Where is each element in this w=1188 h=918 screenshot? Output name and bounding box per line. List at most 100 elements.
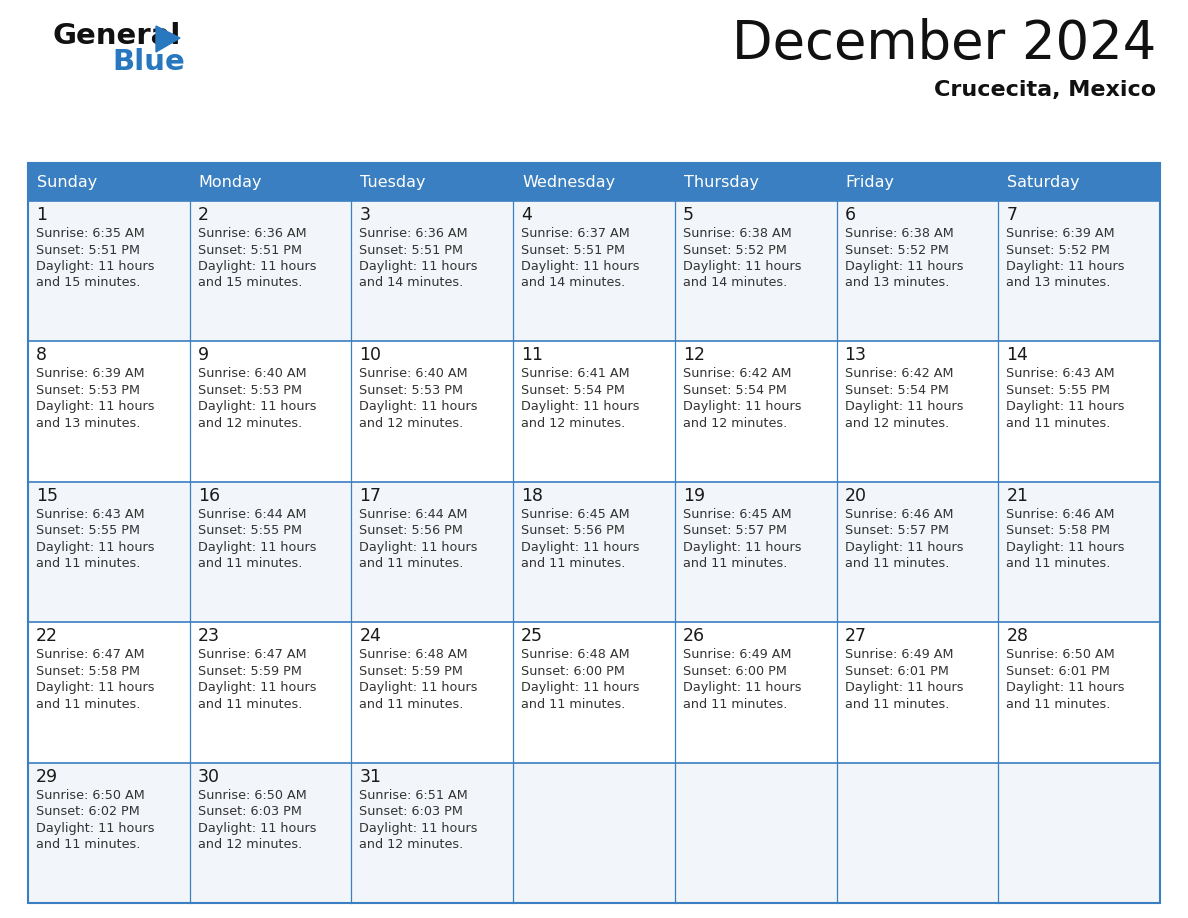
Text: Sunset: 5:53 PM: Sunset: 5:53 PM [36, 384, 140, 397]
Text: Sunset: 6:01 PM: Sunset: 6:01 PM [845, 665, 948, 677]
Text: 31: 31 [360, 767, 381, 786]
Text: Daylight: 11 hours: Daylight: 11 hours [36, 681, 154, 694]
Text: Sunset: 5:57 PM: Sunset: 5:57 PM [845, 524, 948, 537]
Text: 12: 12 [683, 346, 704, 364]
Bar [513, 163, 675, 201]
Text: Daylight: 11 hours: Daylight: 11 hours [197, 260, 316, 273]
Text: 8: 8 [36, 346, 48, 364]
Bar [190, 622, 352, 763]
Text: Daylight: 11 hours: Daylight: 11 hours [197, 400, 316, 413]
Text: Sunrise: 6:47 AM: Sunrise: 6:47 AM [197, 648, 307, 661]
Text: 19: 19 [683, 487, 704, 505]
Text: Sunset: 5:52 PM: Sunset: 5:52 PM [1006, 243, 1110, 256]
Text: Wednesday: Wednesday [523, 174, 615, 189]
Text: and 12 minutes.: and 12 minutes. [522, 417, 625, 430]
Text: Daylight: 11 hours: Daylight: 11 hours [1006, 260, 1125, 273]
Text: Daylight: 11 hours: Daylight: 11 hours [522, 541, 639, 554]
Text: and 14 minutes.: and 14 minutes. [683, 276, 788, 289]
Text: 28: 28 [1006, 627, 1029, 645]
Bar [998, 163, 1159, 201]
Text: Daylight: 11 hours: Daylight: 11 hours [360, 260, 478, 273]
Text: 29: 29 [36, 767, 58, 786]
Text: 26: 26 [683, 627, 704, 645]
Text: and 14 minutes.: and 14 minutes. [522, 276, 625, 289]
Bar [352, 763, 513, 903]
Text: 25: 25 [522, 627, 543, 645]
Text: 3: 3 [360, 206, 371, 224]
Text: Sunrise: 6:45 AM: Sunrise: 6:45 AM [522, 508, 630, 521]
Text: 11: 11 [522, 346, 543, 364]
Text: and 12 minutes.: and 12 minutes. [360, 417, 463, 430]
Text: Sunset: 5:53 PM: Sunset: 5:53 PM [360, 384, 463, 397]
Text: Sunset: 5:55 PM: Sunset: 5:55 PM [1006, 384, 1111, 397]
Text: and 11 minutes.: and 11 minutes. [845, 557, 949, 570]
Bar [836, 622, 998, 763]
Text: Sunset: 5:56 PM: Sunset: 5:56 PM [522, 524, 625, 537]
Text: Daylight: 11 hours: Daylight: 11 hours [1006, 541, 1125, 554]
Text: Sunrise: 6:39 AM: Sunrise: 6:39 AM [1006, 227, 1114, 240]
Text: Sunrise: 6:42 AM: Sunrise: 6:42 AM [845, 367, 953, 380]
Text: and 11 minutes.: and 11 minutes. [197, 557, 302, 570]
Text: Daylight: 11 hours: Daylight: 11 hours [522, 400, 639, 413]
Text: 4: 4 [522, 206, 532, 224]
Text: Daylight: 11 hours: Daylight: 11 hours [522, 681, 639, 694]
Text: Sunset: 5:59 PM: Sunset: 5:59 PM [197, 665, 302, 677]
Text: and 13 minutes.: and 13 minutes. [845, 276, 949, 289]
Bar [836, 201, 998, 341]
Text: and 11 minutes.: and 11 minutes. [845, 698, 949, 711]
Text: and 11 minutes.: and 11 minutes. [683, 557, 788, 570]
Text: Blue: Blue [112, 48, 185, 76]
Text: 7: 7 [1006, 206, 1017, 224]
Text: Sunrise: 6:51 AM: Sunrise: 6:51 AM [360, 789, 468, 801]
Text: and 11 minutes.: and 11 minutes. [360, 698, 463, 711]
Text: Sunrise: 6:46 AM: Sunrise: 6:46 AM [845, 508, 953, 521]
Text: and 12 minutes.: and 12 minutes. [360, 838, 463, 851]
Text: Sunset: 5:52 PM: Sunset: 5:52 PM [683, 243, 786, 256]
Bar [352, 201, 513, 341]
Bar [29, 163, 190, 201]
Bar [675, 622, 836, 763]
Text: 21: 21 [1006, 487, 1029, 505]
Bar [190, 482, 352, 622]
Text: Daylight: 11 hours: Daylight: 11 hours [683, 681, 802, 694]
Text: 16: 16 [197, 487, 220, 505]
Text: Sunrise: 6:37 AM: Sunrise: 6:37 AM [522, 227, 630, 240]
Text: 10: 10 [360, 346, 381, 364]
Text: Tuesday: Tuesday [360, 174, 426, 189]
Text: and 11 minutes.: and 11 minutes. [197, 698, 302, 711]
Text: Sunrise: 6:50 AM: Sunrise: 6:50 AM [197, 789, 307, 801]
Text: Sunset: 6:00 PM: Sunset: 6:00 PM [683, 665, 786, 677]
Text: Daylight: 11 hours: Daylight: 11 hours [845, 541, 963, 554]
Text: Daylight: 11 hours: Daylight: 11 hours [845, 260, 963, 273]
Text: Sunrise: 6:49 AM: Sunrise: 6:49 AM [845, 648, 953, 661]
Text: Sunset: 5:51 PM: Sunset: 5:51 PM [197, 243, 302, 256]
Bar [836, 482, 998, 622]
Text: Sunrise: 6:46 AM: Sunrise: 6:46 AM [1006, 508, 1114, 521]
Text: and 11 minutes.: and 11 minutes. [36, 698, 140, 711]
Bar [29, 763, 190, 903]
Text: and 13 minutes.: and 13 minutes. [1006, 276, 1111, 289]
Text: 14: 14 [1006, 346, 1028, 364]
Text: Friday: Friday [846, 174, 895, 189]
Bar [675, 201, 836, 341]
Text: Sunrise: 6:43 AM: Sunrise: 6:43 AM [1006, 367, 1114, 380]
Text: Sunset: 5:58 PM: Sunset: 5:58 PM [1006, 524, 1111, 537]
Bar [836, 341, 998, 482]
Text: Sunrise: 6:40 AM: Sunrise: 6:40 AM [360, 367, 468, 380]
Text: Daylight: 11 hours: Daylight: 11 hours [845, 681, 963, 694]
Text: Crucecita, Mexico: Crucecita, Mexico [934, 80, 1156, 100]
Text: Sunrise: 6:43 AM: Sunrise: 6:43 AM [36, 508, 145, 521]
Text: and 11 minutes.: and 11 minutes. [36, 838, 140, 851]
Text: Sunset: 6:00 PM: Sunset: 6:00 PM [522, 665, 625, 677]
Text: Daylight: 11 hours: Daylight: 11 hours [360, 822, 478, 834]
Text: Sunset: 5:52 PM: Sunset: 5:52 PM [845, 243, 948, 256]
Text: Sunrise: 6:49 AM: Sunrise: 6:49 AM [683, 648, 791, 661]
Bar [998, 482, 1159, 622]
Bar [29, 163, 1159, 903]
Text: 15: 15 [36, 487, 58, 505]
Text: Daylight: 11 hours: Daylight: 11 hours [1006, 681, 1125, 694]
Text: Sunrise: 6:48 AM: Sunrise: 6:48 AM [522, 648, 630, 661]
Text: Daylight: 11 hours: Daylight: 11 hours [522, 260, 639, 273]
Text: Sunrise: 6:39 AM: Sunrise: 6:39 AM [36, 367, 145, 380]
Text: General: General [52, 22, 181, 50]
